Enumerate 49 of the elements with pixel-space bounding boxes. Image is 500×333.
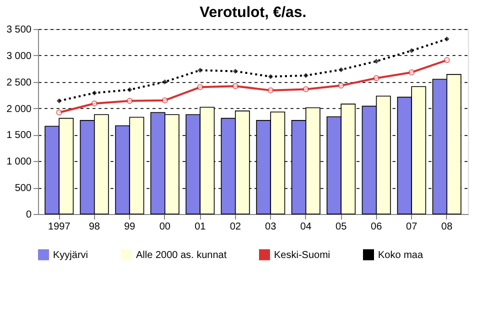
x-tick-label: 07 — [406, 222, 418, 232]
point — [197, 84, 204, 90]
point — [408, 69, 415, 76]
point — [268, 87, 274, 94]
y-tick-label: 1 500 — [6, 130, 32, 142]
x-tick-label: 04 — [300, 222, 312, 232]
x-tick-label: 99 — [124, 222, 136, 232]
point — [338, 82, 344, 89]
legend-label: Keski-Suomi — [274, 250, 330, 261]
point — [162, 79, 168, 84]
point — [338, 67, 344, 72]
x-tick-label: 00 — [159, 222, 171, 232]
y-tick-label: 2 000 — [6, 104, 32, 115]
x-tick-label: 05 — [336, 222, 348, 232]
x-tick-label: 03 — [265, 222, 277, 232]
point — [303, 73, 308, 78]
point — [56, 110, 62, 116]
x-tick-label: 1997 — [48, 222, 71, 232]
x-tick-label: 98 — [88, 222, 100, 232]
point — [409, 48, 414, 54]
x-tick-label: 01 — [194, 222, 206, 232]
point — [162, 97, 168, 104]
point — [92, 90, 97, 96]
point — [374, 58, 379, 64]
x-tick-label: 08 — [441, 222, 453, 232]
point — [198, 68, 203, 73]
point — [444, 36, 450, 42]
legend-label: Kyyjärvi — [53, 250, 88, 261]
legend-label: Koko maa — [378, 250, 424, 261]
point — [373, 75, 380, 82]
y-tick-label: 1 000 — [6, 156, 32, 168]
point — [302, 86, 309, 92]
point — [444, 57, 450, 64]
chart-title: Verotulot, €/as. — [200, 4, 306, 21]
point — [232, 68, 238, 74]
x-tick-label: 06 — [370, 222, 382, 232]
y-tick-label: 2 500 — [6, 77, 32, 88]
legend-label: Alle 2000 as. kunnat — [136, 250, 227, 261]
point — [56, 98, 62, 104]
y-tick-label: 3 500 — [6, 24, 32, 36]
y-tick-label: 0 — [26, 210, 32, 220]
point — [127, 87, 132, 92]
point — [126, 98, 133, 104]
x-tick-label: 02 — [230, 222, 242, 232]
point — [91, 100, 98, 107]
y-tick-label: 3 000 — [6, 50, 32, 62]
y-tick-label: 500 — [14, 183, 32, 194]
point — [232, 83, 238, 90]
point — [268, 74, 274, 80]
